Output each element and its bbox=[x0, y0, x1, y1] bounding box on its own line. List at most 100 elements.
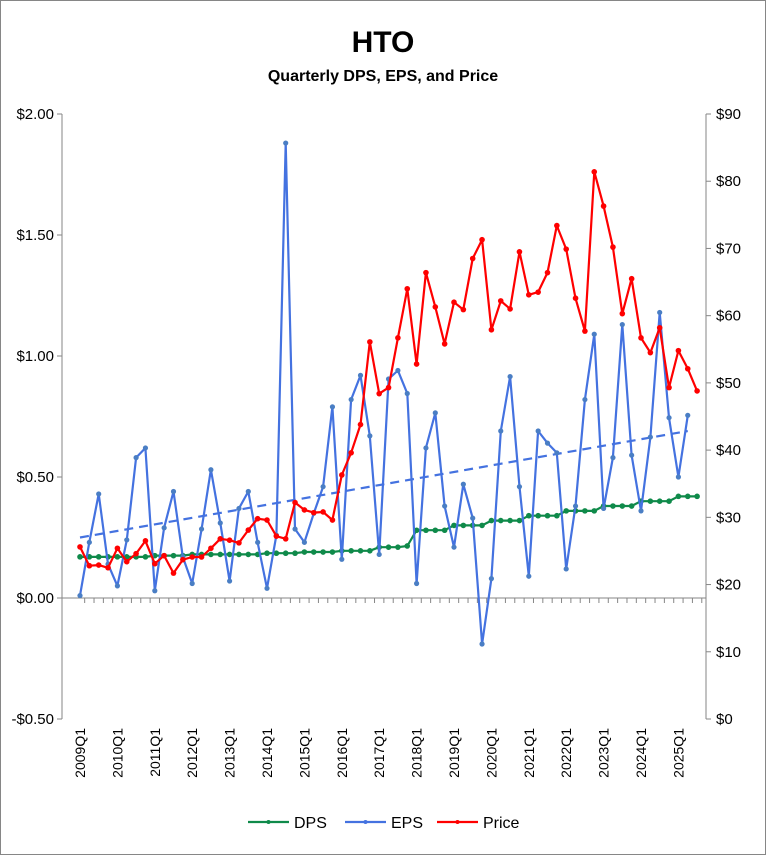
eps-point bbox=[507, 373, 513, 380]
x-axis-tick-label: 2010Q1 bbox=[109, 728, 125, 778]
legend-swatch-marker bbox=[363, 820, 368, 824]
eps-point bbox=[283, 140, 289, 146]
left-axis-tick-label: $2.00 bbox=[16, 106, 54, 123]
left-axis-tick-label: $1.50 bbox=[16, 227, 54, 244]
eps-point bbox=[404, 390, 410, 397]
dps-point bbox=[582, 508, 588, 514]
dps-point bbox=[628, 503, 635, 509]
eps-point bbox=[572, 503, 579, 509]
right-axis-tick-label: $60 bbox=[716, 308, 741, 325]
price-point bbox=[507, 306, 513, 312]
left-axis-tick-label: -$0.50 bbox=[11, 711, 54, 728]
x-axis-tick-label: 2013Q1 bbox=[222, 728, 238, 778]
price-point bbox=[226, 537, 233, 543]
left-axis-tick-label: $0.00 bbox=[16, 590, 54, 607]
price-point bbox=[413, 361, 420, 367]
series-group bbox=[77, 140, 700, 647]
price-point bbox=[301, 507, 308, 513]
right-axis-tick-label: $20 bbox=[716, 577, 741, 594]
price-point bbox=[198, 554, 205, 560]
right-axis-tick-label: $50 bbox=[716, 375, 741, 392]
price-point bbox=[582, 328, 588, 334]
dps-point bbox=[142, 554, 149, 560]
price-point bbox=[86, 562, 93, 569]
price-point bbox=[217, 536, 224, 542]
eps-line bbox=[78, 141, 689, 646]
price-point bbox=[320, 509, 326, 515]
price-point bbox=[694, 388, 700, 394]
eps-point bbox=[451, 544, 457, 550]
eps-point bbox=[488, 576, 494, 582]
dps-point bbox=[507, 517, 513, 524]
price-point bbox=[245, 527, 252, 533]
eps-point bbox=[479, 641, 485, 647]
right-axis-tick-label: $0 bbox=[716, 711, 733, 728]
price-point bbox=[544, 269, 551, 276]
price-point bbox=[105, 564, 111, 571]
x-axis-tick-label: 2020Q1 bbox=[483, 728, 499, 778]
price-point bbox=[647, 349, 654, 356]
eps-point bbox=[657, 309, 663, 316]
price-point bbox=[376, 390, 383, 397]
price-point bbox=[123, 558, 130, 565]
eps-point bbox=[142, 445, 149, 451]
x-axis-tick-label: 2015Q1 bbox=[296, 728, 312, 778]
price-point bbox=[675, 347, 682, 354]
price-point bbox=[339, 472, 345, 478]
dps-point bbox=[497, 517, 504, 524]
price-point bbox=[469, 255, 476, 262]
dps-point bbox=[675, 493, 682, 500]
dps-point bbox=[432, 527, 439, 534]
price-point bbox=[310, 509, 317, 516]
price-point bbox=[460, 306, 467, 313]
price-point bbox=[189, 554, 195, 560]
legend-item-eps: EPS bbox=[345, 815, 423, 832]
price-point bbox=[254, 515, 261, 522]
x-axis-tick-label: 2023Q1 bbox=[596, 728, 612, 778]
price-line bbox=[79, 170, 699, 575]
eps-point bbox=[77, 592, 83, 599]
x-axis-tick-label: 2012Q1 bbox=[184, 728, 200, 778]
dps-point bbox=[217, 551, 224, 558]
price-point bbox=[656, 324, 663, 331]
dps-point bbox=[114, 554, 121, 560]
x-axis-tick-label: 2009Q1 bbox=[72, 728, 88, 778]
eps-point bbox=[152, 588, 158, 594]
eps-point bbox=[301, 539, 307, 545]
price-point bbox=[554, 222, 560, 229]
dps-point bbox=[619, 503, 626, 509]
eps-point bbox=[601, 505, 607, 512]
eps-point bbox=[423, 445, 429, 451]
eps-point bbox=[320, 484, 326, 490]
legend-label: Price bbox=[483, 815, 520, 832]
dps-point bbox=[563, 508, 569, 514]
series-price bbox=[77, 169, 700, 576]
dps-point bbox=[666, 498, 672, 505]
dps-point bbox=[610, 503, 616, 509]
dps-point bbox=[395, 544, 401, 550]
dps-point bbox=[479, 522, 485, 529]
dps-point bbox=[320, 549, 326, 555]
eps-point bbox=[329, 404, 336, 410]
eps-point bbox=[86, 539, 92, 545]
right-axis-tick-label: $80 bbox=[716, 173, 741, 190]
price-point bbox=[236, 540, 242, 546]
price-point bbox=[142, 538, 149, 544]
eps-point bbox=[563, 566, 569, 572]
dps-point bbox=[273, 550, 280, 557]
right-axis-tick-label: $40 bbox=[716, 442, 741, 459]
price-point bbox=[282, 536, 289, 542]
eps-point bbox=[619, 321, 625, 328]
price-point bbox=[273, 533, 280, 539]
eps-point bbox=[395, 367, 401, 374]
eps-point bbox=[516, 484, 523, 490]
x-axis-tick-label: 2024Q1 bbox=[633, 728, 649, 778]
eps-point bbox=[376, 551, 382, 558]
price-point bbox=[432, 304, 439, 310]
price-point bbox=[591, 169, 598, 175]
chart-subtitle: Quarterly DPS, EPS, and Price bbox=[268, 68, 498, 85]
eps-point bbox=[367, 433, 373, 439]
price-point bbox=[441, 341, 448, 347]
dps-point bbox=[77, 554, 83, 560]
